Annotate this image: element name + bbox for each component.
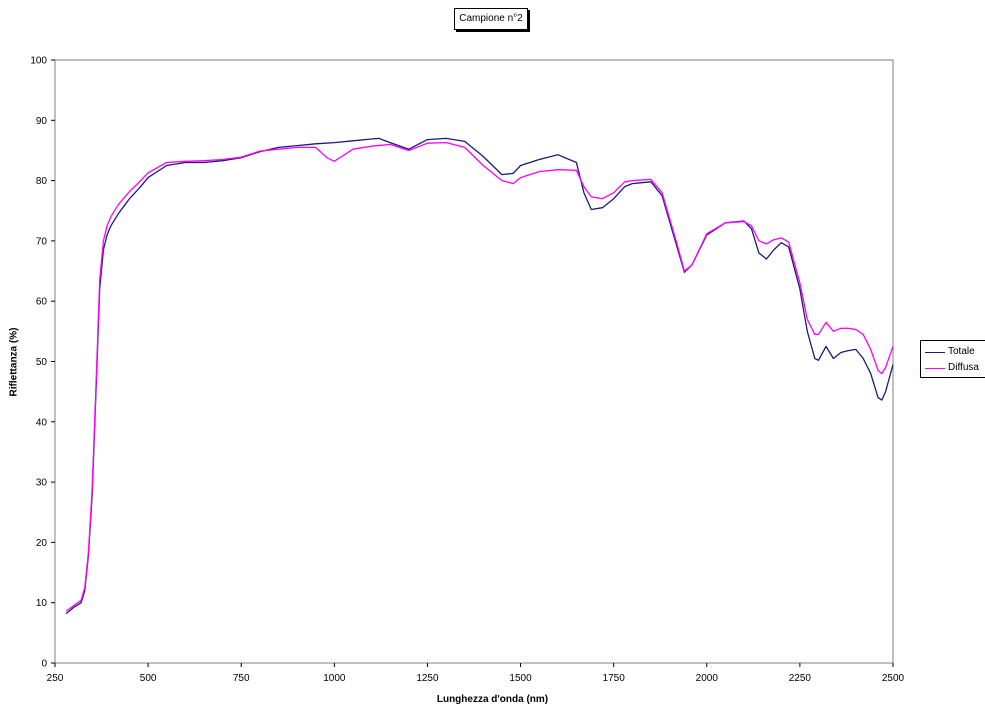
y-tick-label: 100 [30, 56, 47, 67]
x-tick-label: 1000 [323, 673, 346, 684]
legend-swatch-totale [925, 351, 945, 353]
legend-swatch-diffusa [925, 367, 945, 369]
legend-label-diffusa: Diffusa [948, 362, 979, 373]
legend: Totale Diffusa [920, 340, 985, 378]
x-tick-label: 2000 [696, 673, 719, 684]
y-tick-label: 70 [36, 236, 48, 247]
x-tick-label: 500 [140, 673, 157, 684]
y-tick-label: 20 [36, 538, 48, 549]
x-tick-label: 2250 [789, 673, 812, 684]
y-tick-label: 40 [36, 417, 48, 428]
y-tick-label: 60 [36, 297, 48, 308]
legend-item-totale: Totale [925, 345, 975, 359]
x-axis: 250 500 750 1000 1250 1500 1750 2000 2250 2500 [47, 663, 905, 684]
plot-area [54, 59, 894, 664]
x-tick-label: 1500 [509, 673, 532, 684]
y-axis-label: Riflettanza (%) [8, 327, 20, 397]
y-tick-label: 90 [36, 116, 48, 127]
y-tick-label: 80 [36, 176, 48, 187]
x-tick-label: 750 [233, 673, 250, 684]
x-tick-label: 1250 [416, 673, 439, 684]
legend-label-totale: Totale [948, 346, 975, 357]
series-line-totale [65, 137, 894, 615]
y-tick-label: 30 [36, 478, 48, 489]
x-tick-label: 2500 [882, 673, 905, 684]
x-tick-label: 250 [47, 673, 64, 684]
x-axis-label: Lunghezza d'onda (nm) [436, 694, 549, 705]
y-tick-label: 10 [36, 598, 48, 609]
x-tick-label: 1750 [603, 673, 626, 684]
series-line-diffusa [65, 141, 894, 612]
series-layer [65, 137, 894, 615]
y-tick-label: 50 [36, 357, 48, 368]
y-axis: 0 10 20 30 40 50 60 70 80 90 100 [30, 56, 55, 670]
chart-title: Campione n°2 [454, 8, 528, 30]
y-tick-label: 0 [41, 659, 47, 670]
legend-item-diffusa: Diffusa [925, 361, 979, 375]
